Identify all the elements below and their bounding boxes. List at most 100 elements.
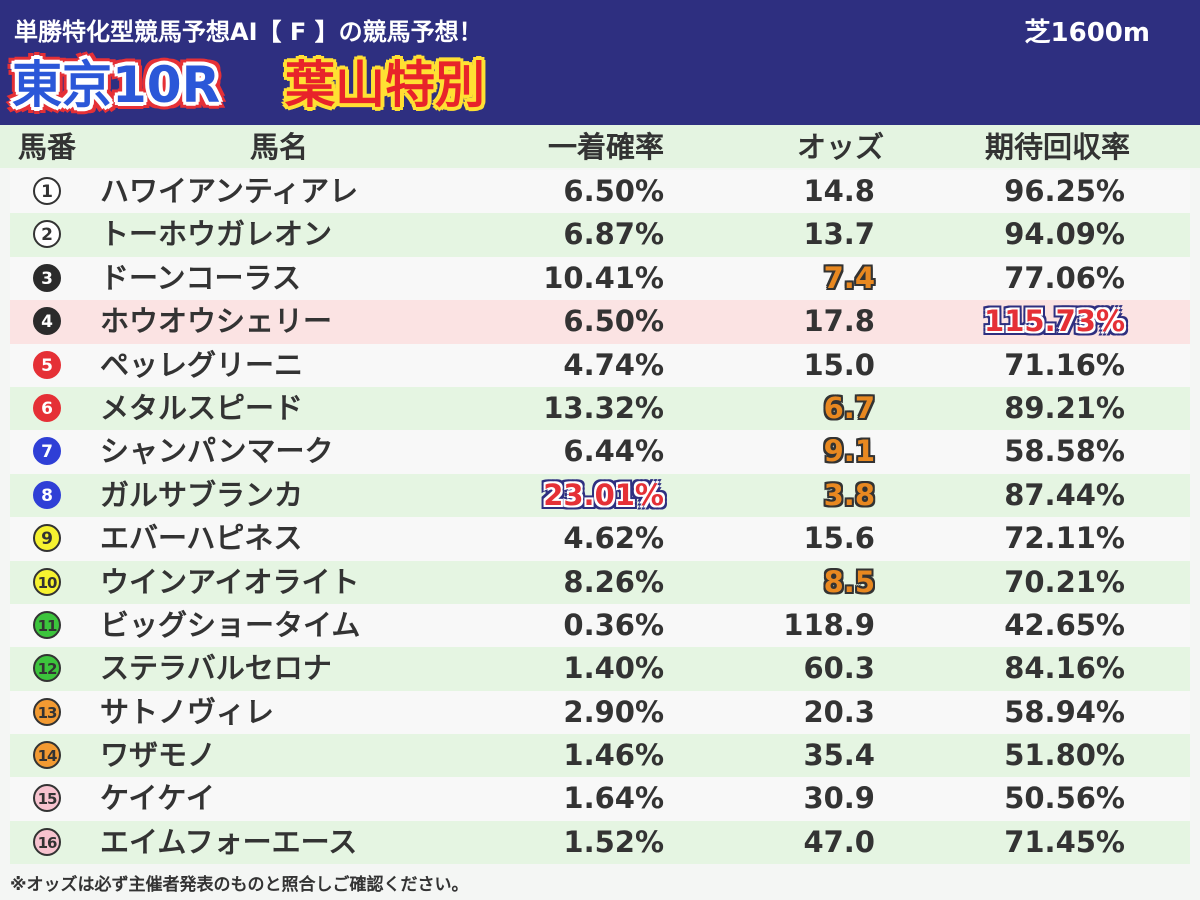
table-row: 9 エバーハピネス 4.62% 15.6 72.11% [10, 517, 1190, 561]
table-row: 15 ケイケイ 1.64% 30.9 50.56% [10, 777, 1190, 821]
horse-number-badge: 14 [33, 741, 61, 770]
race-name: 葉山特別 [285, 56, 485, 114]
expected-return: 50.56% [1004, 781, 1125, 816]
horse-name: ハワイアンティアレ [100, 174, 359, 208]
table-row: 6 メタルスピード 13.32% 6.7 89.21% [10, 386, 1190, 431]
horse-number-badge: 9 [33, 524, 61, 553]
odds-value: 15.6 [803, 521, 875, 556]
odds-value: 7.4 [823, 260, 875, 295]
table-row: 8 ガルサブランカ 23.01% 3.8 87.44% [10, 473, 1190, 518]
horse-name: ペッレグリーニ [100, 347, 304, 382]
table-row: 12 ステラバルセロナ 1.40% 60.3 84.16% [10, 647, 1190, 691]
table-row: 11 ビッグショータイム 0.36% 118.9 42.65% [10, 603, 1190, 648]
horse-number-badge: 5 [33, 350, 61, 379]
column-header-expected-return: 期待回収率 [985, 130, 1131, 164]
expected-return: 94.09% [1004, 217, 1125, 252]
odds-value: 3.8 [823, 477, 875, 512]
win-probability: 4.62% [563, 521, 664, 556]
table-header: 馬番 馬名 一着確率 オッズ 期待回収率 [0, 125, 1200, 168]
horse-name: ドーンコーラス [100, 260, 301, 295]
table-row: 3 ドーンコーラス 10.41% 7.4 77.06% [10, 256, 1190, 301]
expected-return: 96.25% [1004, 174, 1125, 208]
table-row: 4 ホウオウシェリー 6.50% 17.8 115.73% [10, 300, 1190, 344]
win-probability: 1.64% [563, 781, 664, 816]
expected-return: 51.80% [1004, 738, 1125, 773]
expected-return: 115.73% [984, 304, 1125, 339]
odds-value: 60.3 [803, 651, 875, 686]
table-body: 1 ハワイアンティアレ 6.50% 14.8 96.25% 2 トーホウガレオン 6.87% 1… [0, 170, 1200, 865]
expected-return: 71.16% [1004, 347, 1125, 382]
win-probability: 10.41% [543, 260, 664, 295]
odds-value: 9.1 [823, 434, 875, 469]
win-probability: 6.44% [563, 434, 664, 469]
column-header-number: 馬番 [18, 130, 77, 164]
horse-name: ビッグショータイム [100, 607, 361, 642]
expected-return: 71.45% [1004, 824, 1125, 859]
horse-name: エバーハピネス [100, 521, 303, 556]
column-header-horse-name: 馬名 [250, 130, 309, 164]
horse-name: シャンパンマーク [100, 434, 334, 469]
expected-return: 77.06% [1004, 260, 1125, 295]
horse-name: ワザモノ [100, 738, 217, 773]
header-banner: 単勝特化型競馬予想AI【 F 】の競馬予想！ 芝1600m 東京10R 葉山特別 [0, 0, 1200, 125]
expected-return: 87.44% [1004, 477, 1125, 512]
horse-name: ケイケイ [100, 781, 215, 816]
table-row: 5 ペッレグリーニ 4.74% 15.0 71.16% [10, 343, 1190, 387]
horse-number-badge: 4 [33, 307, 61, 336]
column-header-odds: オッズ [796, 130, 884, 164]
odds-value: 14.8 [803, 174, 875, 208]
win-probability: 4.74% [563, 347, 664, 382]
table-row: 16 エイムフォーエース 1.52% 47.0 71.45% [10, 820, 1190, 865]
horse-number-badge: 3 [33, 263, 61, 292]
horse-number-badge: 16 [33, 827, 61, 856]
horse-number-badge: 1 [33, 177, 61, 205]
horse-name: ガルサブランカ [100, 477, 304, 512]
odds-value: 6.7 [823, 390, 875, 425]
horse-number-badge: 12 [33, 654, 61, 683]
odds-value: 15.0 [803, 347, 875, 382]
expected-return: 58.94% [1004, 694, 1125, 729]
horse-number-badge: 10 [33, 567, 61, 596]
horse-number-badge: 11 [33, 610, 61, 639]
horse-number-badge: 13 [33, 697, 61, 726]
column-header-win-probability: 一着確率 [547, 130, 664, 164]
win-probability: 6.50% [563, 304, 664, 339]
win-probability: 2.90% [563, 694, 664, 729]
win-probability: 6.87% [563, 217, 664, 252]
table-row: 1 ハワイアンティアレ 6.50% 14.8 96.25% [10, 170, 1190, 214]
win-probability: 6.50% [563, 174, 664, 208]
horse-name: ウインアイオライト [100, 564, 360, 599]
horse-name: トーホウガレオン [100, 217, 333, 252]
horse-number-badge: 6 [33, 393, 61, 422]
odds-value: 30.9 [803, 781, 875, 816]
expected-return: 70.21% [1004, 564, 1125, 599]
table-row: 10 ウインアイオライト 8.26% 8.5 70.21% [10, 560, 1190, 604]
table-row: 7 シャンパンマーク 6.44% 9.1 58.58% [10, 430, 1190, 474]
table-row: 2 トーホウガレオン 6.87% 13.7 94.09% [10, 213, 1190, 257]
table-row: 13 サトノヴィレ 2.90% 20.3 58.94% [10, 690, 1190, 735]
expected-return: 58.58% [1004, 434, 1125, 469]
horse-number-badge: 15 [33, 784, 61, 813]
odds-value: 20.3 [803, 694, 875, 729]
race-number: 東京10R [12, 56, 221, 114]
win-probability: 0.36% [563, 607, 664, 642]
odds-value: 118.9 [783, 607, 875, 642]
horse-number-badge: 8 [33, 480, 61, 509]
win-probability: 1.40% [563, 651, 664, 686]
odds-value: 13.7 [803, 217, 875, 252]
horse-name: ステラバルセロナ [100, 651, 332, 686]
expected-return: 84.16% [1004, 651, 1125, 686]
footer-note: ※オッズは必ず主催者発表のものと照合しご確認ください。 [10, 875, 469, 895]
horse-name: ホウオウシェリー [100, 304, 333, 339]
horse-name: エイムフォーエース [100, 824, 358, 859]
win-probability: 1.46% [563, 738, 664, 773]
expected-return: 72.11% [1004, 521, 1125, 556]
horse-name: メタルスピード [100, 390, 304, 425]
horse-number-badge: 7 [33, 437, 61, 466]
expected-return: 89.21% [1004, 390, 1125, 425]
win-probability: 23.01% [543, 477, 664, 512]
horse-name: サトノヴィレ [100, 694, 275, 729]
win-probability: 13.32% [543, 390, 664, 425]
expected-return: 42.65% [1004, 607, 1125, 642]
course-surface: 芝1600m [1024, 18, 1150, 48]
